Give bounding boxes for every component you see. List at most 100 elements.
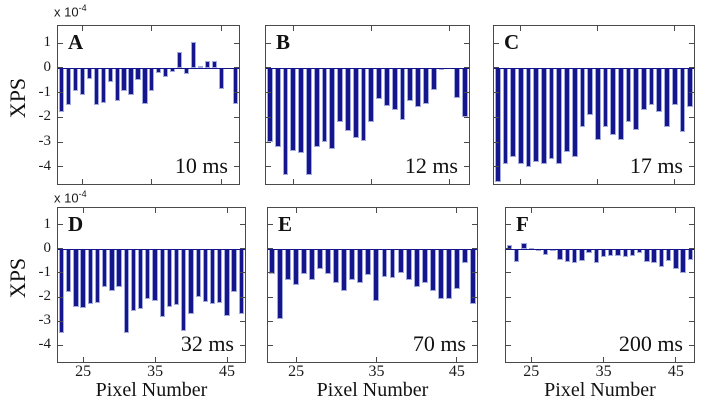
- bar: [687, 67, 693, 108]
- y-tick-mark: [464, 92, 469, 94]
- bar: [615, 248, 621, 257]
- y-tick-mark: [506, 296, 511, 298]
- x-tick-mark: [295, 357, 297, 362]
- y-tick-mark: [689, 42, 694, 44]
- bar: [231, 248, 237, 293]
- y-tick-mark: [58, 224, 63, 226]
- bar: [373, 248, 380, 301]
- y-tick-mark: [472, 272, 477, 274]
- bar: [407, 67, 414, 102]
- y-tick-mark: [494, 42, 499, 44]
- y-axis-multiplier-row1: x 10-4: [54, 3, 87, 19]
- bar: [87, 248, 93, 305]
- x-axis-title: Pixel Number: [316, 379, 429, 401]
- bar: [277, 248, 283, 319]
- bar: [571, 67, 578, 157]
- multiplier-exponent: -4: [78, 3, 87, 13]
- bar: [298, 67, 304, 154]
- y-tick-mark: [506, 248, 511, 250]
- bar: [352, 67, 359, 139]
- zero-baseline: [266, 67, 469, 69]
- bar: [618, 67, 624, 140]
- bar: [680, 248, 686, 273]
- x-tick-mark: [603, 357, 605, 362]
- bar: [525, 67, 532, 167]
- bar: [266, 67, 273, 143]
- y-tick-mark: [58, 248, 63, 250]
- panel-letter: C: [504, 30, 521, 54]
- bar: [217, 248, 223, 304]
- y-tick-mark: [689, 92, 694, 94]
- bar: [107, 67, 113, 82]
- x-tick-mark: [675, 357, 677, 362]
- y-tick-mark: [240, 344, 245, 346]
- bar: [608, 248, 614, 257]
- bar: [333, 248, 340, 283]
- x-tick-mark: [221, 26, 223, 31]
- bar: [397, 248, 404, 273]
- bar: [191, 42, 197, 68]
- y-tick-mark: [58, 272, 63, 274]
- exposure-time-label: 10 ms: [174, 153, 228, 178]
- bar: [72, 67, 78, 92]
- panel-F: F 200 ms 25 35 45: [505, 207, 695, 380]
- y-tick-mark: [472, 224, 477, 226]
- x-tick-mark: [448, 179, 450, 184]
- bar: [494, 67, 501, 182]
- bar: [282, 67, 289, 176]
- bar: [600, 248, 607, 258]
- bar: [202, 248, 209, 302]
- bar: [625, 67, 632, 123]
- y-tick-mark: [266, 166, 271, 168]
- zero-baseline: [268, 248, 477, 250]
- x-tick-label: 25: [523, 363, 540, 380]
- bar: [521, 242, 527, 249]
- y-tick-label: 0: [43, 239, 52, 256]
- y-tick-label: -4: [38, 157, 52, 174]
- bar: [290, 67, 297, 151]
- bar: [152, 248, 158, 301]
- bar: [145, 248, 151, 300]
- x-tick-label: 35: [368, 363, 385, 380]
- bar: [149, 67, 155, 92]
- bar: [368, 67, 375, 123]
- y-tick-mark: [266, 67, 271, 69]
- y-tick-mark: [234, 67, 239, 69]
- y-tick-mark: [240, 224, 245, 226]
- x-tick-mark: [154, 208, 156, 213]
- bar: [610, 67, 616, 135]
- y-tick-mark: [268, 344, 273, 346]
- y-tick-mark: [58, 344, 63, 346]
- bar: [166, 248, 173, 307]
- y-tick-mark: [689, 248, 694, 250]
- y-tick-mark: [240, 296, 245, 298]
- x-tick-label: 45: [667, 363, 684, 380]
- y-tick-mark: [506, 320, 511, 322]
- y-tick-label: -1: [38, 263, 52, 280]
- bar: [518, 67, 524, 165]
- x-tick-mark: [292, 26, 294, 31]
- bar: [188, 248, 194, 314]
- y-tick-mark: [689, 141, 694, 143]
- bar: [232, 67, 238, 104]
- bar: [423, 67, 429, 104]
- y-tick-mark: [58, 320, 63, 322]
- y-tick-label: -2: [38, 108, 52, 125]
- bar: [622, 248, 628, 258]
- bar: [209, 248, 216, 305]
- bar: [664, 67, 670, 128]
- x-tick-mark: [376, 357, 378, 362]
- bar: [173, 248, 180, 306]
- exposure-time-label: 17 ms: [629, 153, 683, 178]
- y-tick-mark: [268, 272, 273, 274]
- y-tick-mark: [234, 166, 239, 168]
- y-tick-mark: [58, 42, 63, 44]
- bar: [548, 67, 555, 160]
- bar: [405, 248, 412, 281]
- panel-letter: B: [276, 30, 292, 54]
- bar: [137, 248, 144, 310]
- bar: [102, 248, 108, 288]
- y-tick-label: -2: [38, 288, 52, 305]
- y-tick-mark: [464, 116, 469, 118]
- bar: [430, 67, 437, 91]
